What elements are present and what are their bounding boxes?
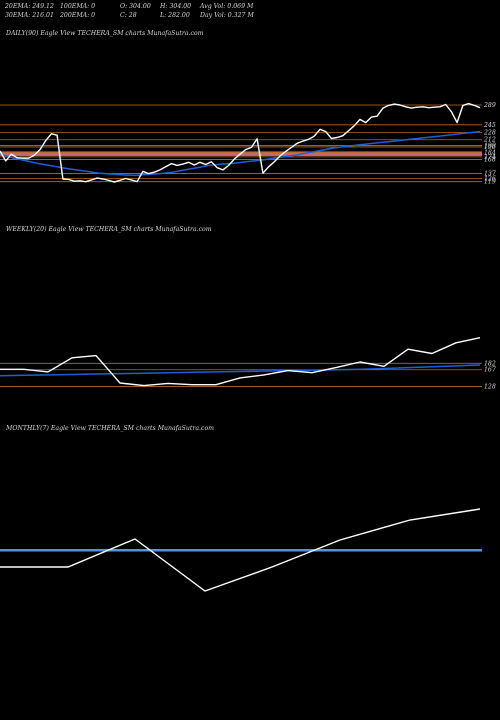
daily-level-label: 119 xyxy=(484,179,496,186)
daily-ema-line xyxy=(0,130,481,177)
header-ema200: 200EMA: 0 xyxy=(60,12,96,19)
monthly-level-line xyxy=(0,549,482,552)
monthly-price-line xyxy=(0,508,481,592)
weekly-ema-line xyxy=(0,364,481,377)
daily-level-label: 196 xyxy=(484,144,496,151)
weekly-level-label: 167 xyxy=(484,367,496,374)
daily-level-label: 199 xyxy=(484,143,496,150)
header-day-vol: Day Vol: 0.327 M xyxy=(200,12,254,19)
weekly-level-label: 182 xyxy=(484,360,496,367)
daily-level-label: 289 xyxy=(483,102,496,109)
daily-panel-title: DAILY(90) Eagle View TECHERA_SM charts M… xyxy=(6,30,204,37)
daily-level-label: 168 xyxy=(484,157,496,164)
daily-level-label: 245 xyxy=(483,122,496,129)
header-close: C: 28 xyxy=(120,12,137,19)
weekly-level-label: 128 xyxy=(484,383,496,390)
daily-price-line xyxy=(0,102,481,183)
weekly-panel-title: WEEKLY(20) Eagle View TECHERA_SM charts … xyxy=(6,226,212,233)
header-open: O: 304.00 xyxy=(120,3,151,10)
daily-level-label: 184 xyxy=(484,149,496,156)
header-avg-vol: Avg Vol: 0.069 M xyxy=(200,3,254,10)
daily-level-label: 228 xyxy=(483,129,496,136)
monthly-panel-title: MONTHLY(7) Eagle View TECHERA_SM charts … xyxy=(6,425,215,432)
header-ema100: 100EMA: 0 xyxy=(60,3,96,10)
header-low: L: 282.00 xyxy=(160,12,190,19)
daily-level-label: 126 xyxy=(484,176,496,183)
daily-level-label: 174 xyxy=(484,154,496,161)
daily-level-label: 137 xyxy=(484,171,496,178)
header-high: H: 304.00 xyxy=(160,3,192,10)
weekly-price-line xyxy=(0,337,481,387)
header-ema30: 30EMA: 216.01 xyxy=(5,12,54,19)
header-ema20: 20EMA: 249.12 xyxy=(5,3,54,10)
daily-level-label: 212 xyxy=(483,137,496,144)
